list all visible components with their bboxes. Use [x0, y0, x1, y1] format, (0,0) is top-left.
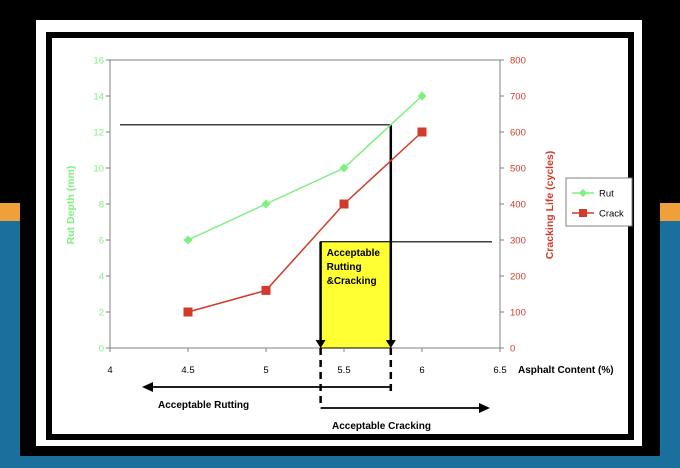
legend: Rut Crack — [565, 177, 633, 227]
acceptable-box-label-1: Rutting — [327, 262, 362, 273]
x-tick-label-2: 5 — [263, 365, 268, 376]
x-tick-label-3: 5.5 — [337, 365, 350, 376]
axes: 4 4.5 5 5.5 6 6.5 Asphalt Content (%)024681012… — [65, 56, 614, 377]
rut-point-3 — [417, 91, 427, 101]
legend-crack-marker — [579, 209, 587, 217]
crack-point-0 — [183, 307, 193, 317]
crack-series-line — [187, 131, 423, 313]
chart-frame — [109, 59, 501, 349]
acceptable-cracking-label: Acceptable Cracking — [332, 421, 431, 432]
x-tick-label-4: 6 — [419, 365, 424, 376]
left-tick-label-3: 6 — [99, 236, 104, 247]
acceptable-rutting-arrow-head — [142, 382, 153, 392]
rut-point-2 — [339, 163, 349, 173]
plot-area-frame — [109, 59, 501, 349]
left-tick-label-1: 2 — [99, 308, 104, 319]
acceptable-cracking-arrow-head — [479, 403, 490, 413]
cracking-arrow-head — [315, 340, 326, 348]
crack-point-3 — [417, 127, 427, 137]
right-tick-label-6: 600 — [510, 128, 526, 139]
rut-series-line — [187, 95, 423, 241]
left-tick-label-5: 10 — [93, 164, 104, 175]
crack-point-2 — [339, 199, 349, 209]
right-axis-label: Cracking Life (cycles) — [544, 151, 556, 260]
x-tick-label-0: 4 — [107, 365, 112, 376]
acceptable-box-label-0: Acceptable — [327, 248, 381, 259]
annotations: Acceptable Rutting&Cracking Acceptable Rut… — [120, 124, 492, 432]
left-tick-label-8: 16 — [93, 56, 104, 67]
right-tick-label-5: 500 — [510, 164, 526, 175]
left-tick-label-7: 14 — [93, 92, 104, 103]
series — [183, 91, 427, 317]
acceptable-rutting-label: Acceptable Rutting — [158, 400, 249, 411]
left-tick-label-2: 4 — [99, 272, 104, 283]
rut-point-1 — [261, 199, 271, 209]
legend-rut-label: Rut — [599, 189, 614, 200]
x-tick-label-1: 4.5 — [181, 365, 194, 376]
rut-point-0 — [183, 235, 193, 245]
x-axis-label: Asphalt Content (%) — [518, 365, 614, 376]
left-tick-label-4: 8 — [99, 200, 104, 211]
legend-crack-label: Crack — [599, 209, 624, 220]
right-tick-label-7: 700 — [510, 92, 526, 103]
legend-rut-marker — [579, 189, 587, 197]
right-tick-label-2: 200 — [510, 272, 526, 283]
rutting-arrow-head — [385, 340, 396, 348]
right-tick-label-8: 800 — [510, 56, 526, 67]
right-tick-label-1: 100 — [510, 308, 526, 319]
legend-box — [565, 177, 633, 227]
crack-point-1 — [261, 285, 271, 295]
left-tick-label-0: 0 — [99, 344, 104, 355]
right-tick-label-4: 400 — [510, 200, 526, 211]
x-tick-label-5: 6.5 — [493, 365, 506, 376]
right-tick-label-0: 0 — [510, 344, 515, 355]
right-tick-label-3: 300 — [510, 236, 526, 247]
acceptable-box-label-2: &Cracking — [327, 276, 377, 287]
left-tick-label-6: 12 — [93, 128, 104, 139]
chart-panel — [46, 32, 634, 440]
left-axis-label: Rut Depth (mm) — [65, 166, 77, 245]
